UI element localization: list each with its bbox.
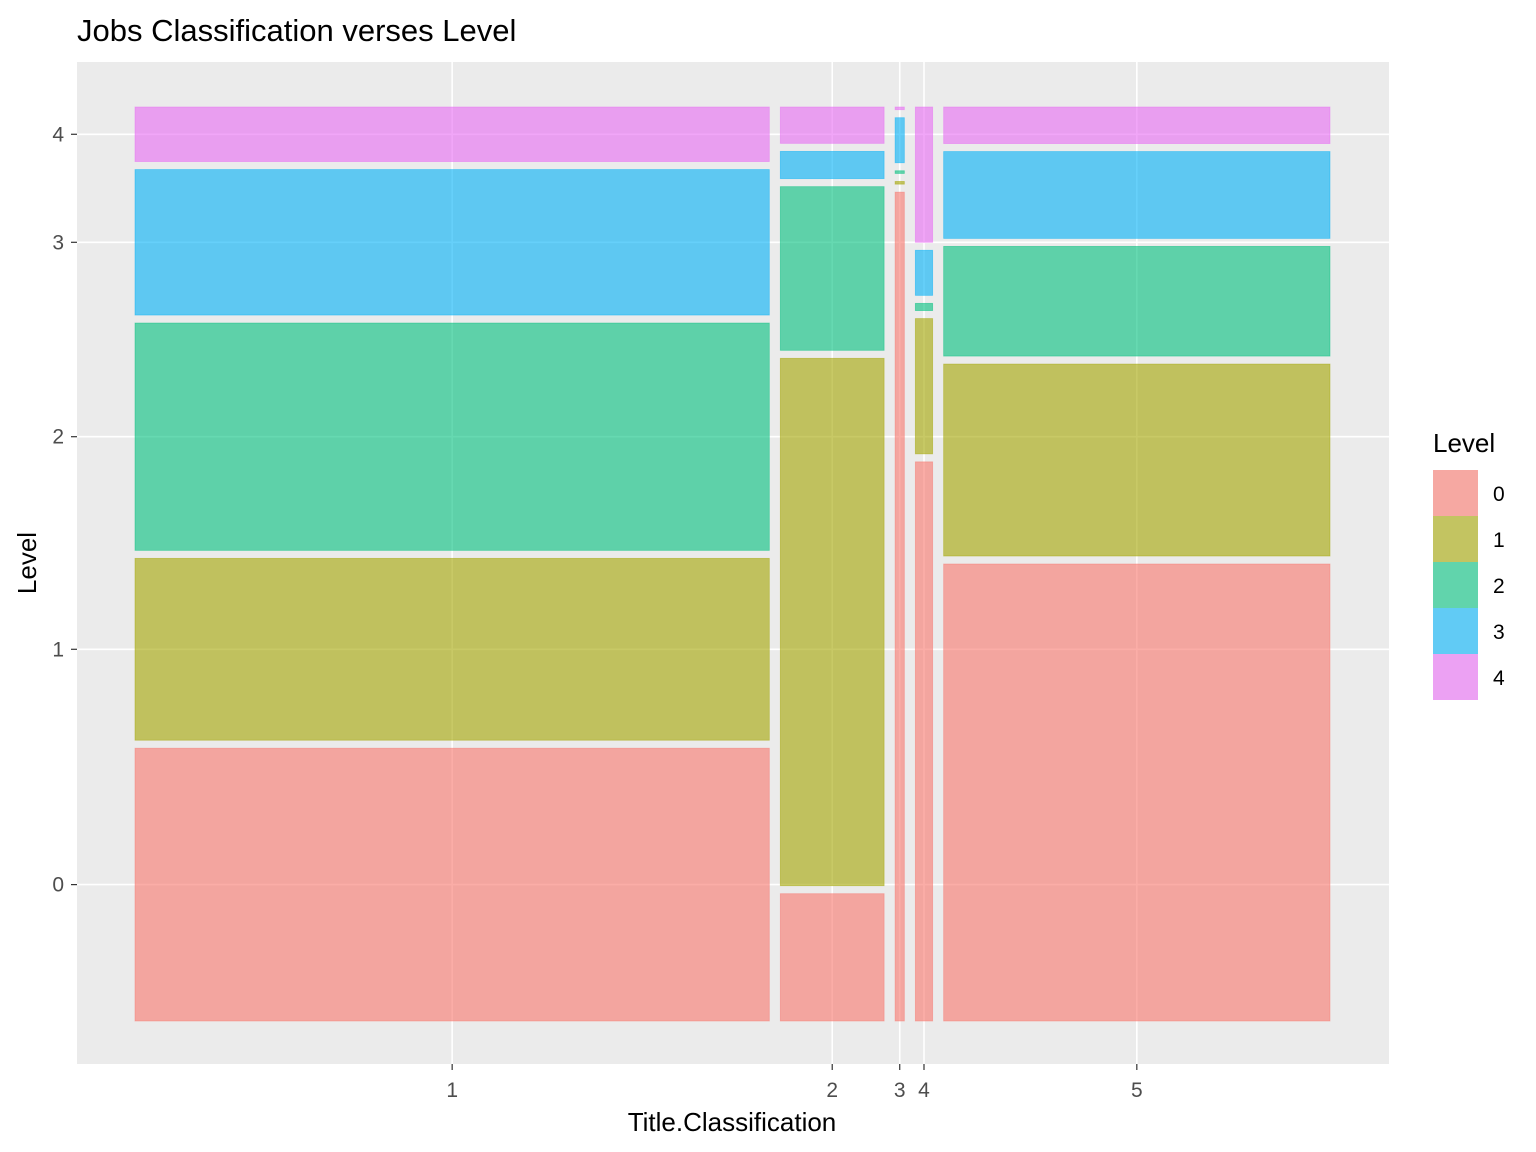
tile-class-1-level-2 [134, 322, 770, 551]
tile-class-3-level-4 [894, 106, 905, 111]
y-tick-label-0: 0 [52, 874, 64, 897]
y-tick-label-3: 3 [52, 231, 64, 254]
x-tick-label-4: 4 [918, 1079, 930, 1102]
tile-class-2-level-4 [779, 106, 885, 144]
legend-swatch-1 [1433, 516, 1478, 562]
legend-swatch-3 [1433, 608, 1478, 654]
x-tick-label-1: 1 [446, 1079, 458, 1102]
legend: Level 0 1 2 3 4 [1433, 428, 1505, 700]
tile-class-5-level-2 [943, 245, 1331, 357]
x-tick-label-2: 2 [826, 1079, 838, 1102]
tile-class-4-level-4 [914, 106, 934, 243]
tile-class-3-level-2 [894, 170, 905, 174]
tile-class-5-level-3 [943, 151, 1331, 239]
legend-label-4: 4 [1493, 667, 1505, 690]
y-tick-label-2: 2 [52, 426, 64, 449]
y-tick-label-4: 4 [52, 123, 64, 146]
tile-class-3-level-1 [894, 181, 905, 185]
tile-class-2-level-2 [779, 186, 885, 351]
tile-class-1-level-0 [134, 747, 770, 1022]
legend-swatch-4 [1433, 654, 1478, 700]
tile-class-4-level-2 [914, 302, 934, 311]
legend-label-0: 0 [1493, 483, 1505, 506]
y-axis: 0 1 2 3 4 [52, 123, 77, 897]
tile-class-5-level-1 [943, 363, 1331, 557]
legend-label-2: 2 [1493, 575, 1505, 598]
tile-class-2-level-0 [779, 893, 885, 1022]
legend-title: Level [1433, 428, 1495, 458]
mosaic-tiles [134, 106, 1331, 1022]
legend-label-1: 1 [1493, 529, 1505, 552]
tile-class-3-level-0 [894, 191, 905, 1022]
chart-title: Jobs Classification verses Level [77, 13, 516, 48]
tile-class-3-level-3 [894, 117, 905, 164]
x-axis-title: Title.Classification [628, 1107, 837, 1137]
tile-class-2-level-3 [779, 150, 885, 180]
x-tick-label-5: 5 [1131, 1079, 1143, 1102]
tile-class-4-level-0 [914, 461, 934, 1022]
legend-swatch-0 [1433, 470, 1478, 516]
legend-label-3: 3 [1493, 621, 1505, 644]
tile-class-1-level-4 [134, 106, 770, 162]
y-tick-label-1: 1 [52, 638, 64, 661]
tile-class-4-level-1 [914, 318, 934, 455]
tile-class-2-level-1 [779, 357, 885, 887]
tile-class-5-level-0 [943, 563, 1331, 1022]
tile-class-5-level-4 [943, 106, 1331, 144]
y-axis-title: Level [12, 532, 42, 594]
x-tick-label-3: 3 [894, 1079, 906, 1102]
tile-class-4-level-3 [914, 249, 934, 296]
tile-class-1-level-1 [134, 557, 770, 741]
legend-swatch-2 [1433, 562, 1478, 608]
tile-class-1-level-3 [134, 169, 770, 316]
